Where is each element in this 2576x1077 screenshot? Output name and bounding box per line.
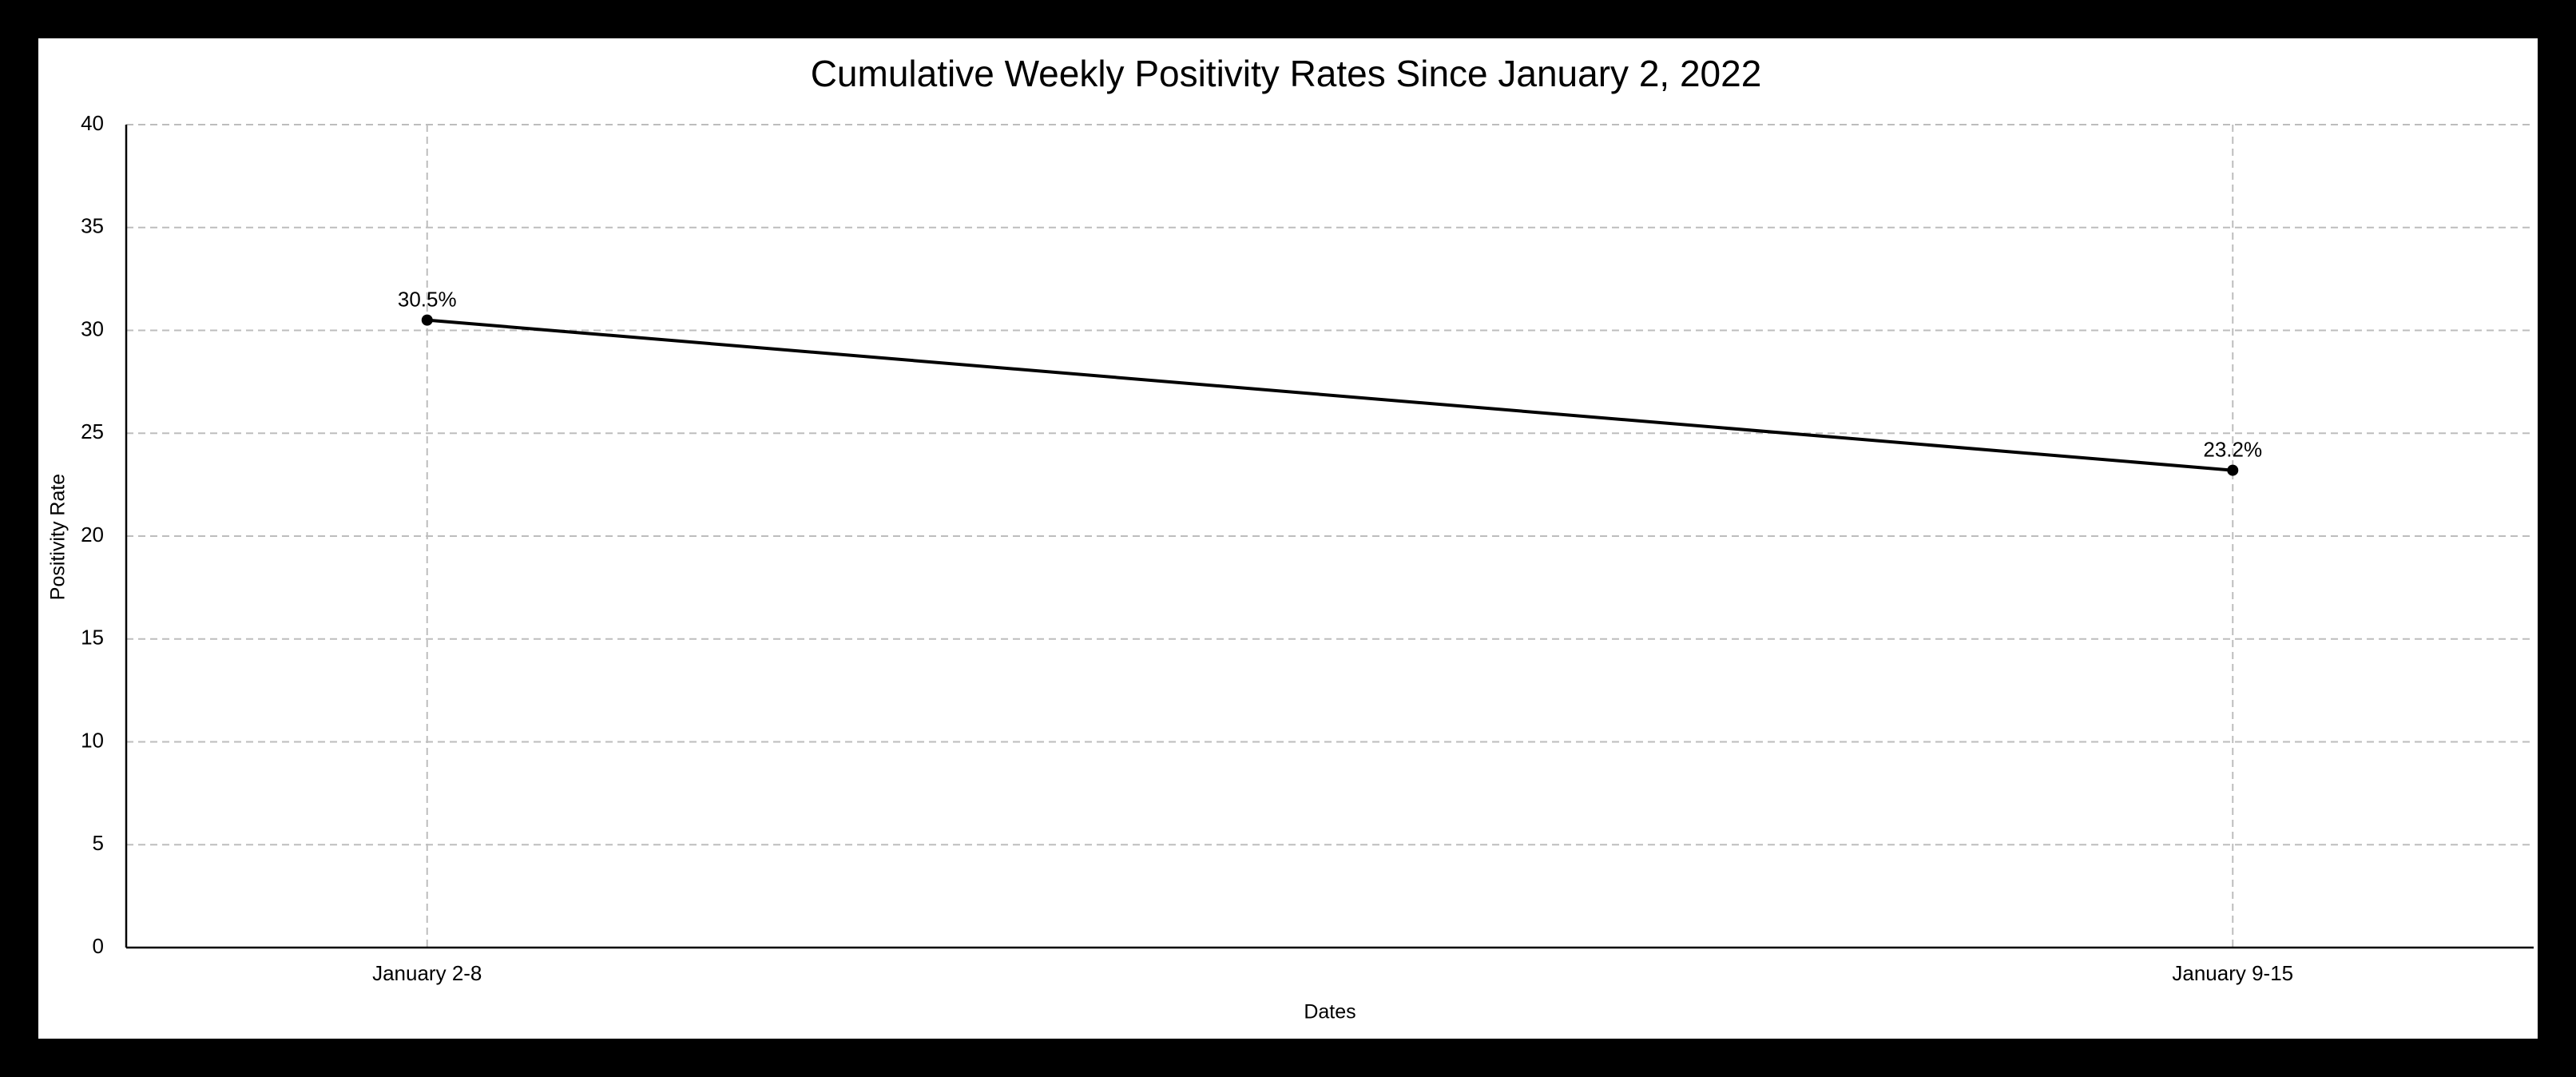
data-labels: 30.5% 23.2%	[398, 288, 2262, 462]
data-label: 30.5%	[398, 288, 457, 312]
y-tick-label: 5	[93, 831, 104, 855]
y-tick-labels: 0 5 10 15 20 25 30 35 40	[81, 111, 104, 958]
data-point	[421, 314, 433, 326]
x-tick-labels: January 2-8 January 9-15	[372, 961, 2293, 985]
y-tick-label: 25	[81, 419, 104, 443]
series-line	[427, 318, 2233, 472]
y-axis-label: Positivity Rate	[47, 474, 69, 600]
x-axis-label: Dates	[1304, 1001, 1355, 1023]
axes	[125, 125, 2534, 949]
data-label: 23.2%	[2203, 437, 2262, 461]
grid	[126, 124, 2534, 948]
x-tick-label: January 2-8	[372, 961, 482, 985]
y-tick-label: 15	[81, 626, 104, 650]
y-tick-label: 30	[81, 316, 104, 340]
series	[421, 314, 2239, 476]
y-tick-label: 0	[93, 934, 104, 958]
y-tick-label: 20	[81, 523, 104, 546]
chart-title: Cumulative Weekly Positivity Rates Since…	[811, 53, 1762, 94]
y-tick-label: 10	[81, 728, 104, 752]
data-point	[2227, 464, 2239, 476]
y-tick-label: 40	[81, 111, 104, 135]
y-tick-label: 35	[81, 214, 104, 238]
x-tick-label: January 9-15	[2172, 961, 2293, 985]
